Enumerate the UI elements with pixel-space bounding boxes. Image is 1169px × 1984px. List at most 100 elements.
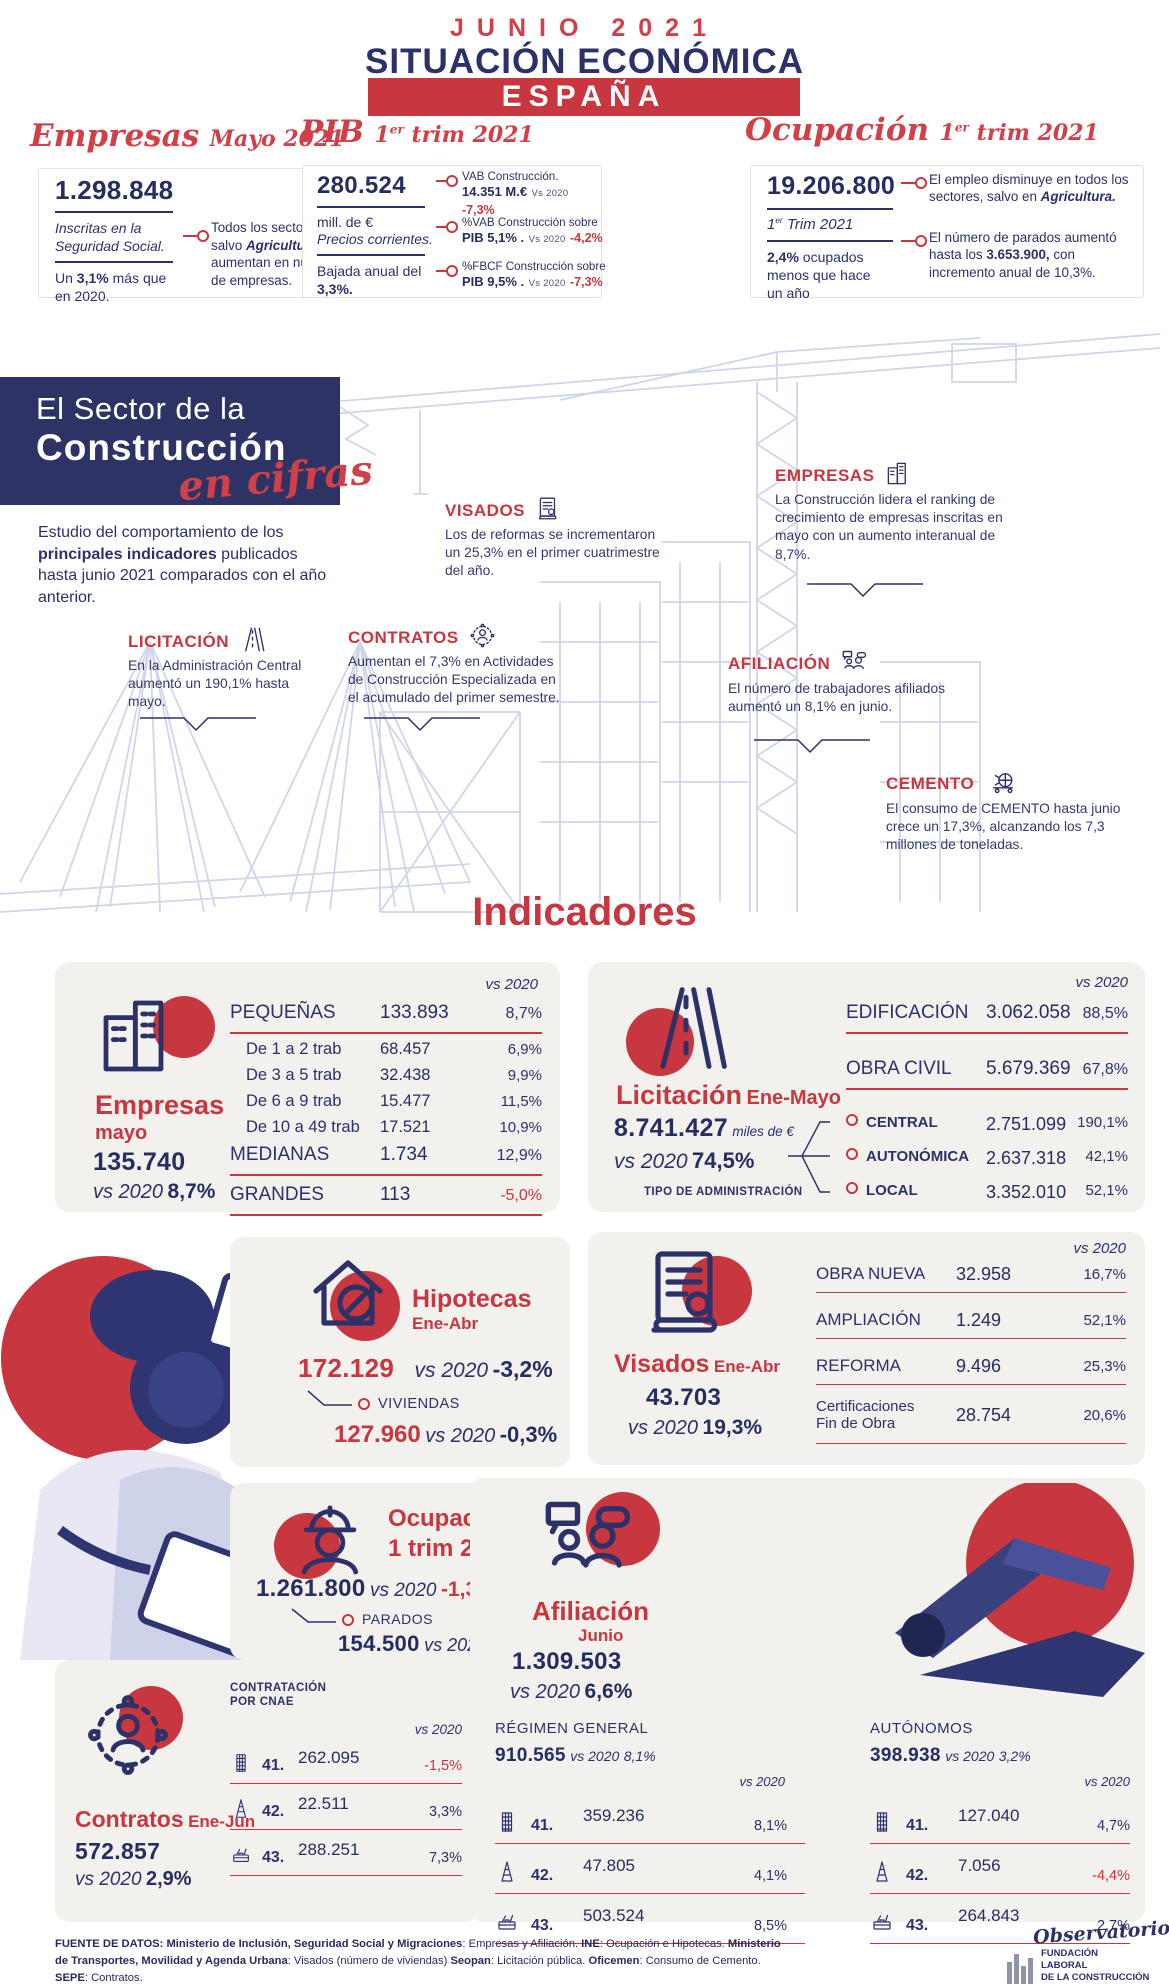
card-number: 572.857 (75, 1838, 161, 1864)
cement-mixer-icon (992, 773, 1013, 794)
contratos-icon-wrap (83, 1686, 203, 1786)
card-vs: vs 2020 19,3% (628, 1416, 763, 1439)
empresas-number: 1.298.848 (55, 175, 174, 205)
regimen-number-line: 910.565 vs 2020 8,1% (495, 1745, 656, 1766)
empresas-icon-wrap (95, 990, 215, 1090)
card-title: Hipotecas Ene-Abr (412, 1285, 532, 1333)
vs-label: Vs 2020 (531, 188, 569, 199)
callout-visados-label: VISADOS (445, 501, 526, 520)
empresas-growth: Un 3,1% más que en 2020. (55, 269, 180, 305)
ocupacion-note1: El empleo disminuye en todos los sectore… (901, 172, 1128, 204)
licitacion-table: vs 2020 EDIFICACIÓN 3.062.058 88,5% OBRA C… (846, 974, 1128, 1204)
footer-sources: FUENTE DE DATOS: Ministerio de Inclusión… (55, 1936, 795, 1984)
empresas-title: Empresas (30, 118, 200, 154)
visados-icon-wrap (638, 1246, 768, 1346)
person-network-icon (470, 623, 495, 648)
footer-seg: : Contratos. (84, 1971, 143, 1984)
empresas-period: Mayo 2021 (209, 126, 345, 152)
afiliacion-icon-wrap (540, 1492, 670, 1592)
hipotecas-icon-wrap (300, 1247, 420, 1347)
desc-pre: Estudio del comportamiento de los (38, 524, 284, 541)
vs-label: Vs 2020 (528, 234, 566, 245)
card-vs: vs 2020 2,9% (75, 1868, 192, 1890)
red-dot (626, 1008, 694, 1076)
vs-label: Vs 2020 (528, 278, 566, 289)
table-row: 42. 7.056 -4,4% (870, 1856, 1130, 1894)
people-icon (842, 650, 866, 670)
document-icon (539, 497, 557, 520)
sub-label-line: VIVIENDAS (358, 1395, 460, 1413)
footer-seg: Seopan (450, 1954, 491, 1967)
contratos-card: Contratos Ene-Jun 572.857 vs 2020 2,9% C… (55, 1660, 480, 1922)
growth-pre: Un (55, 270, 77, 286)
licitacion-icon-wrap (626, 982, 746, 1082)
contratos-table: CONTRATACIÓN POR CNAE vs 2020 41. 262.09… (230, 1682, 462, 1902)
construction-sketch (0, 333, 1161, 913)
ocupacion-title: Ocupación (745, 112, 930, 148)
table-row: GRANDES 113 -5,0% (230, 1184, 542, 1216)
footer-seg: SEPE (55, 1971, 85, 1984)
civil-works-cnae42-icon (235, 1799, 247, 1818)
pointer-line (363, 717, 481, 731)
vs-header: vs 2020 (414, 1722, 462, 1737)
ocupacion-note2: El número de parados aumentó hasta los 3… (901, 230, 1117, 280)
observatorio-wordmark: Observatorio (1032, 1917, 1169, 1949)
note-pre: Todos los sectores, salvo (211, 220, 326, 253)
table-row: OBRA NUEVA 32.958 16,7% (816, 1264, 1126, 1293)
bullet-line1: VAB Construcción. (462, 170, 559, 183)
building-cnae41-icon (236, 1754, 246, 1772)
callout-contratos: CONTRATOS Aumentan el 7,3% en Actividade… (348, 622, 570, 731)
building-cnae41-icon (501, 1812, 513, 1832)
autonomos-block: AUTÓNOMOS 398.938 vs 2020 3,2% vs 2020 4… (870, 1720, 1130, 1944)
callout-cemento-text: El consumo de CEMENTO hasta junio crece … (886, 801, 1121, 853)
ocupacion-stat: 2,4% ocupados menos que hace un año (767, 248, 887, 303)
card-period: mayo (95, 1122, 148, 1144)
sector-line1: El Sector de la (36, 391, 246, 426)
toolbox-cnae43-icon (498, 1914, 516, 1930)
empresas-caption: Inscritas en la Seguridad Social. (55, 220, 165, 255)
drop-pre: Bajada anual del (317, 263, 422, 279)
pib-number: 280.524 (317, 172, 406, 199)
desc-post: publicados hasta junio 2021 comparados c… (38, 545, 327, 606)
footer-seg: Oficemen (588, 1954, 640, 1967)
sub-label-line: PARADOS (342, 1611, 433, 1629)
table-row: 43. 288.251 7,3% (230, 1840, 462, 1876)
divider (317, 254, 425, 256)
note2-post: con incremento anual de 10,3%. (929, 247, 1096, 280)
callout-empresas-label: EMPRESAS (775, 466, 875, 485)
buildings-icon (95, 992, 183, 1080)
empresas-topcard: 1.298.848 Inscritas en la Seguridad Soci… (38, 168, 354, 304)
growth-post: más que en 2020. (55, 270, 167, 305)
connector-line (307, 1390, 352, 1406)
flc-name-line: FUNDACIÓN (1041, 1948, 1098, 1959)
ocupacion-number: 19.206.800 (767, 172, 896, 200)
callout-contratos-text: Aumentan el 7,3% en Actividades de Const… (348, 654, 560, 706)
table-row: 42. 22.511 3,3% (230, 1794, 462, 1830)
connector-lines (788, 1121, 830, 1193)
divider (55, 261, 173, 263)
flc-name-line: LABORAL (1041, 1959, 1088, 1971)
vs-header: vs 2020 (485, 976, 538, 993)
civil-works-cnae42-icon (876, 1861, 888, 1882)
person-network-icon (83, 1690, 173, 1780)
growth-pct: 3,1% (76, 270, 109, 286)
country-label: ESPAÑA (501, 80, 667, 113)
table-row: De 10 a 49 trab 17.521 10,9% (246, 1118, 542, 1136)
pib-topcard: 280.524 mill. de € Precios corrientes. B… (302, 165, 606, 298)
desc-bold: principales indicadores (38, 545, 217, 563)
regimen-general-block: RÉGIMEN GENERAL 910.565 vs 2020 8,1% vs … (495, 1720, 805, 1944)
pointer-line (753, 739, 871, 753)
pib-unit2: Precios corrientes. (317, 231, 433, 247)
table-row: LOCAL 3.352.010 52,1% (846, 1182, 1128, 1202)
autonomos-label: AUTÓNOMOS (870, 1720, 973, 1737)
note-marker (183, 227, 209, 245)
pib-bullet-pvab: %VAB Construcción sobre PIB 5,1% . Vs 20… (436, 216, 603, 245)
ocupacion-period: 1er trim 2021 (939, 120, 1099, 146)
hipotecas-card: Hipotecas Ene-Abr 172.129 vs 2020 -3,2% … (230, 1237, 570, 1467)
card-number: 1.309.503 (512, 1648, 622, 1675)
flc-name-line: DE LA CONSTRUCCIÓN (1041, 1971, 1150, 1983)
table-row: De 3 a 5 trab 32.438 9,9% (246, 1066, 542, 1084)
pib-bullet-vab: VAB Construcción. 14.351 M.€ Vs 2020 -7,… (436, 170, 568, 217)
pointer-line (806, 583, 924, 597)
